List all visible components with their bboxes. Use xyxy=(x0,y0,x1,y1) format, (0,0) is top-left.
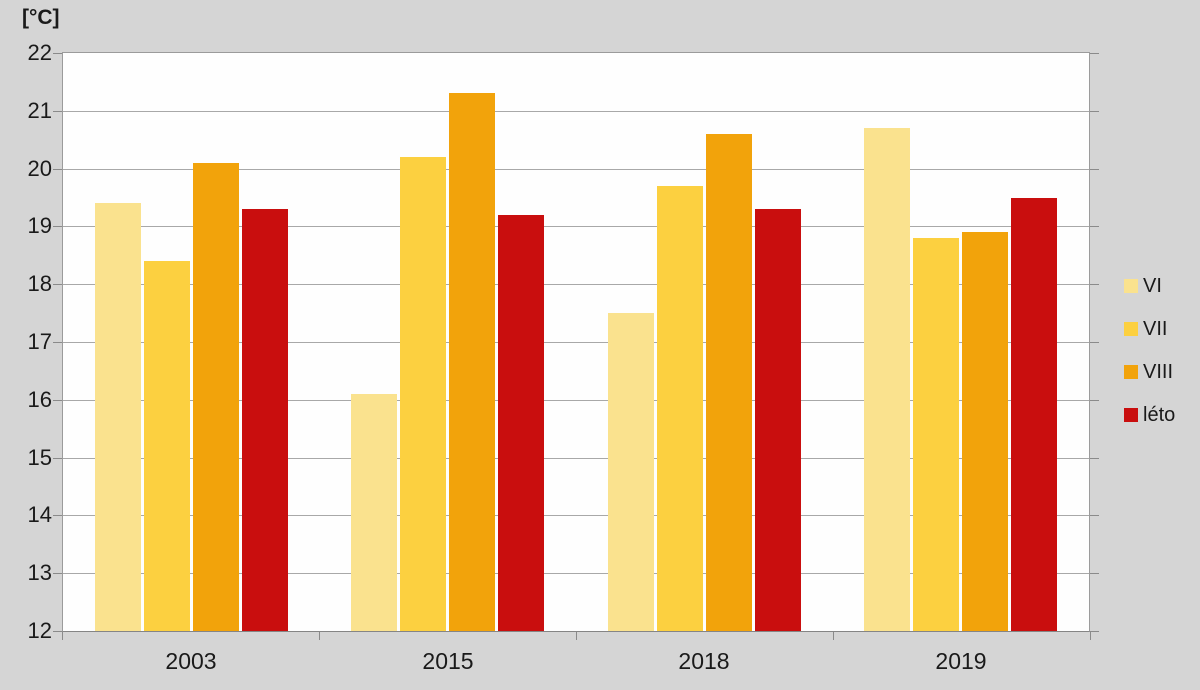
gridline-18 xyxy=(63,284,1089,285)
y-tick-label-20: 20 xyxy=(27,156,52,181)
bar-VIII-2015 xyxy=(449,93,495,631)
y-tick-label-17: 17 xyxy=(27,329,52,354)
bar-léto-2018 xyxy=(755,209,801,631)
bar-léto-2015 xyxy=(498,215,544,631)
y-tick-label-22: 22 xyxy=(27,40,52,65)
y-tick-mark-left-12 xyxy=(53,631,62,632)
y-tick-label-12: 12 xyxy=(27,618,52,643)
gridline-17 xyxy=(63,342,1089,343)
x-tick-label-2003: 2003 xyxy=(165,648,217,674)
plot-area xyxy=(62,52,1090,632)
legend-swatch-VII xyxy=(1124,322,1138,336)
y-tick-mark-right-13 xyxy=(1090,573,1099,574)
gridline-16 xyxy=(63,400,1089,401)
y-tick-label-19: 19 xyxy=(27,213,52,238)
bar-VIII-2019 xyxy=(962,232,1008,631)
bar-léto-2003 xyxy=(242,209,288,631)
y-tick-mark-left-14 xyxy=(53,515,62,516)
y-tick-mark-left-13 xyxy=(53,573,62,574)
legend-label-VII: VII xyxy=(1143,317,1168,340)
gridline-14 xyxy=(63,515,1089,516)
y-tick-mark-right-22 xyxy=(1090,53,1099,54)
y-tick-mark-left-15 xyxy=(53,458,62,459)
y-tick-mark-right-18 xyxy=(1090,284,1099,285)
legend-label-léto: léto xyxy=(1143,403,1176,426)
legend: VI VII VIII léto xyxy=(1124,274,1176,448)
legend-swatch-VIII xyxy=(1124,365,1138,379)
gridline-21 xyxy=(63,111,1089,112)
y-tick-mark-left-16 xyxy=(53,400,62,401)
y-axis-unit-label: [°C] xyxy=(22,6,60,29)
legend-swatch-léto xyxy=(1124,408,1138,422)
category-tick-mark-1 xyxy=(319,632,320,640)
y-tick-mark-left-19 xyxy=(53,226,62,227)
gridline-19 xyxy=(63,226,1089,227)
x-tick-label-2015: 2015 xyxy=(422,648,474,674)
y-tick-mark-right-15 xyxy=(1090,458,1099,459)
bar-VII-2003 xyxy=(144,261,190,631)
y-tick-mark-right-14 xyxy=(1090,515,1099,516)
bar-VII-2015 xyxy=(400,157,446,631)
legend-label-VIII: VIII xyxy=(1143,360,1174,383)
y-tick-mark-left-18 xyxy=(53,284,62,285)
category-tick-mark-2 xyxy=(576,632,577,640)
legend-item-VIII: VIII xyxy=(1124,360,1175,383)
bar-VIII-2018 xyxy=(706,134,752,631)
gridline-13 xyxy=(63,573,1089,574)
y-tick-mark-left-21 xyxy=(53,111,62,112)
y-tick-label-15: 15 xyxy=(27,445,52,470)
bar-léto-2019 xyxy=(1011,198,1057,631)
y-tick-mark-right-17 xyxy=(1090,342,1099,343)
bar-VIII-2003 xyxy=(193,163,239,631)
category-tick-mark-3 xyxy=(833,632,834,640)
y-tick-mark-right-19 xyxy=(1090,226,1099,227)
legend-label-VI: VI xyxy=(1143,274,1162,297)
y-tick-label-18: 18 xyxy=(27,271,52,296)
legend-item-VI: VI xyxy=(1124,274,1175,297)
gridline-20 xyxy=(63,169,1089,170)
bar-VI-2018 xyxy=(608,313,654,631)
y-tick-mark-left-17 xyxy=(53,342,62,343)
y-tick-label-16: 16 xyxy=(27,387,52,412)
bar-VI-2019 xyxy=(864,128,910,631)
y-tick-mark-left-22 xyxy=(53,53,62,54)
y-tick-label-14: 14 xyxy=(27,502,52,527)
x-tick-label-2019: 2019 xyxy=(935,648,987,674)
legend-item-VII: VII xyxy=(1124,317,1175,340)
category-tick-mark-0 xyxy=(62,632,63,640)
y-tick-mark-right-16 xyxy=(1090,400,1099,401)
gridline-15 xyxy=(63,458,1089,459)
y-tick-label-21: 21 xyxy=(27,98,52,123)
y-tick-mark-left-20 xyxy=(53,169,62,170)
category-tick-mark-4 xyxy=(1090,632,1091,640)
y-tick-mark-right-21 xyxy=(1090,111,1099,112)
y-tick-label-13: 13 xyxy=(27,560,52,585)
legend-swatch-VI xyxy=(1124,279,1138,293)
bar-VII-2018 xyxy=(657,186,703,631)
bar-VII-2019 xyxy=(913,238,959,631)
bar-VI-2003 xyxy=(95,203,141,631)
legend-item-léto: léto xyxy=(1124,403,1176,426)
x-tick-label-2018: 2018 xyxy=(678,648,730,674)
y-tick-mark-right-12 xyxy=(1090,631,1099,632)
y-tick-mark-right-20 xyxy=(1090,169,1099,170)
bar-VI-2015 xyxy=(351,394,397,631)
